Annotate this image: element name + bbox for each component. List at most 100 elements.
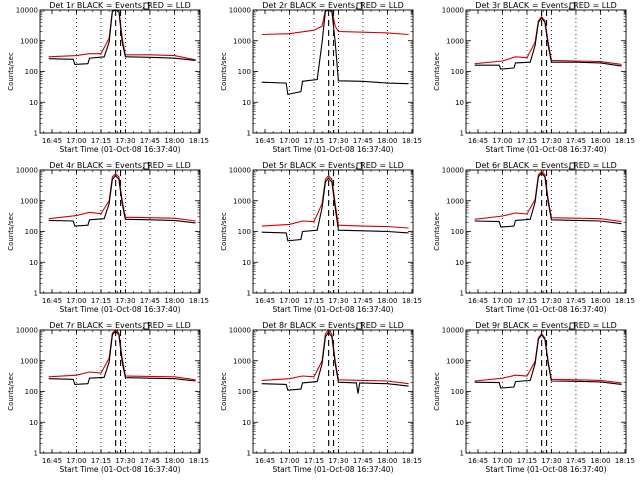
lld-series-line: [474, 332, 622, 384]
y-tick-label: 1000: [20, 37, 38, 45]
detector-panel-2: Det 2r BLACK = Events, RED = LLD 1 10 100 10…: [220, 1, 422, 154]
x-tick-label: 17:30: [541, 297, 561, 305]
x-tick-label: 17:15: [91, 457, 111, 465]
x-tick-label: 17:00: [66, 457, 86, 465]
x-tick-label: 17:15: [517, 137, 537, 145]
lld-series-line: [261, 174, 409, 229]
x-tick-label: 18:00: [164, 297, 184, 305]
y-axis-label: Counts/sec: [433, 52, 441, 91]
lld-series-line: [261, 329, 409, 385]
y-tick-label: 1000: [446, 357, 464, 365]
events-series-line: [48, 9, 196, 65]
x-tick-label: 17:00: [279, 137, 299, 145]
events-series-line: [474, 17, 622, 70]
lld-series-line: [48, 9, 196, 61]
events-series-line: [48, 330, 196, 385]
y-tick-label: 1: [34, 290, 38, 298]
y-tick-label: 10: [242, 259, 251, 267]
detector-panel-7: Det 7r BLACK = Events, RED = LLD 1 10 100 10…: [7, 321, 209, 474]
x-tick-label: 17:30: [328, 457, 348, 465]
x-tick-label: 17:30: [328, 297, 348, 305]
y-tick-label: 1: [247, 130, 251, 138]
lld-series-line: [48, 173, 196, 222]
y-tick-label: 1000: [233, 197, 251, 205]
events-series-line: [474, 333, 622, 389]
x-tick-label: 17:15: [304, 457, 324, 465]
x-axis-label: Start Time (01-Oct-08 16:37:40): [272, 305, 393, 314]
y-tick-label: 1000: [233, 37, 251, 45]
x-tick-label: 18:15: [189, 137, 209, 145]
x-axis-label: Start Time (01-Oct-08 16:37:40): [59, 465, 180, 474]
y-axis-label: Counts/sec: [7, 52, 15, 91]
indicator-box: [569, 2, 576, 10]
y-tick-label: 10000: [16, 327, 38, 335]
indicator-box: [356, 2, 363, 10]
indicator-box: [143, 2, 150, 10]
indicator-box: [569, 162, 576, 170]
panel-title: Det 9r BLACK = Events, RED = LLD: [475, 321, 617, 330]
x-tick-label: 16:45: [468, 137, 488, 145]
x-tick-label: 18:00: [590, 137, 610, 145]
y-axis-label: Counts/sec: [220, 372, 228, 411]
detector-panel-6: Det 6r BLACK = Events, RED = LLD 1 10 100 10…: [433, 161, 635, 314]
y-axis-label: Counts/sec: [433, 212, 441, 251]
x-tick-label: 18:15: [615, 297, 635, 305]
x-tick-label: 18:00: [590, 297, 610, 305]
y-tick-label: 10000: [229, 7, 251, 15]
y-axis-label: Counts/sec: [433, 372, 441, 411]
x-tick-label: 17:30: [115, 457, 135, 465]
events-series-line: [261, 9, 409, 96]
x-tick-label: 17:30: [541, 457, 561, 465]
x-tick-label: 18:15: [189, 457, 209, 465]
x-tick-label: 17:00: [66, 137, 86, 145]
x-axis-label: Start Time (01-Oct-08 16:37:40): [485, 305, 606, 314]
y-tick-label: 100: [451, 388, 464, 396]
x-tick-label: 17:45: [566, 457, 586, 465]
x-tick-label: 17:30: [115, 297, 135, 305]
x-tick-label: 16:45: [468, 297, 488, 305]
x-tick-label: 17:00: [279, 457, 299, 465]
indicator-box: [143, 162, 150, 170]
lld-series-line: [474, 15, 622, 65]
y-tick-label: 100: [25, 68, 38, 76]
y-tick-label: 10000: [442, 167, 464, 175]
x-axis-label: Start Time (01-Oct-08 16:37:40): [59, 145, 180, 154]
y-tick-label: 1000: [446, 37, 464, 45]
y-tick-label: 100: [451, 228, 464, 236]
panel-title: Det 4r BLACK = Events, RED = LLD: [49, 161, 191, 170]
x-axis-label: Start Time (01-Oct-08 16:37:40): [272, 145, 393, 154]
x-tick-label: 18:15: [189, 297, 209, 305]
x-tick-label: 17:30: [328, 137, 348, 145]
y-tick-label: 10000: [442, 7, 464, 15]
x-tick-label: 17:00: [66, 297, 86, 305]
y-tick-label: 10000: [229, 167, 251, 175]
y-tick-label: 10000: [16, 7, 38, 15]
events-series-line: [474, 172, 622, 228]
x-axis-label: Start Time (01-Oct-08 16:37:40): [485, 465, 606, 474]
indicator-box: [356, 322, 363, 330]
indicator-box: [569, 322, 576, 330]
panel-title: Det 2r BLACK = Events, RED = LLD: [262, 1, 404, 10]
y-axis-label: Counts/sec: [7, 372, 15, 411]
y-tick-label: 10: [455, 99, 464, 107]
x-tick-label: 17:45: [353, 457, 373, 465]
x-tick-label: 17:30: [115, 137, 135, 145]
y-tick-label: 100: [238, 68, 251, 76]
x-tick-label: 18:00: [164, 457, 184, 465]
x-tick-label: 17:15: [517, 297, 537, 305]
y-tick-label: 10000: [16, 167, 38, 175]
x-tick-label: 17:00: [492, 457, 512, 465]
y-tick-label: 1000: [20, 197, 38, 205]
y-tick-label: 100: [25, 228, 38, 236]
x-tick-label: 17:45: [353, 137, 373, 145]
x-tick-label: 16:45: [468, 457, 488, 465]
panel-title: Det 7r BLACK = Events, RED = LLD: [49, 321, 191, 330]
y-tick-label: 10: [242, 99, 251, 107]
detector-panel-3: Det 3r BLACK = Events, RED = LLD 1 10 100 10…: [433, 1, 635, 154]
x-tick-label: 16:45: [255, 457, 275, 465]
y-tick-label: 10: [455, 419, 464, 427]
y-tick-label: 100: [238, 228, 251, 236]
y-axis-label: Counts/sec: [7, 212, 15, 251]
x-tick-label: 17:45: [140, 457, 160, 465]
